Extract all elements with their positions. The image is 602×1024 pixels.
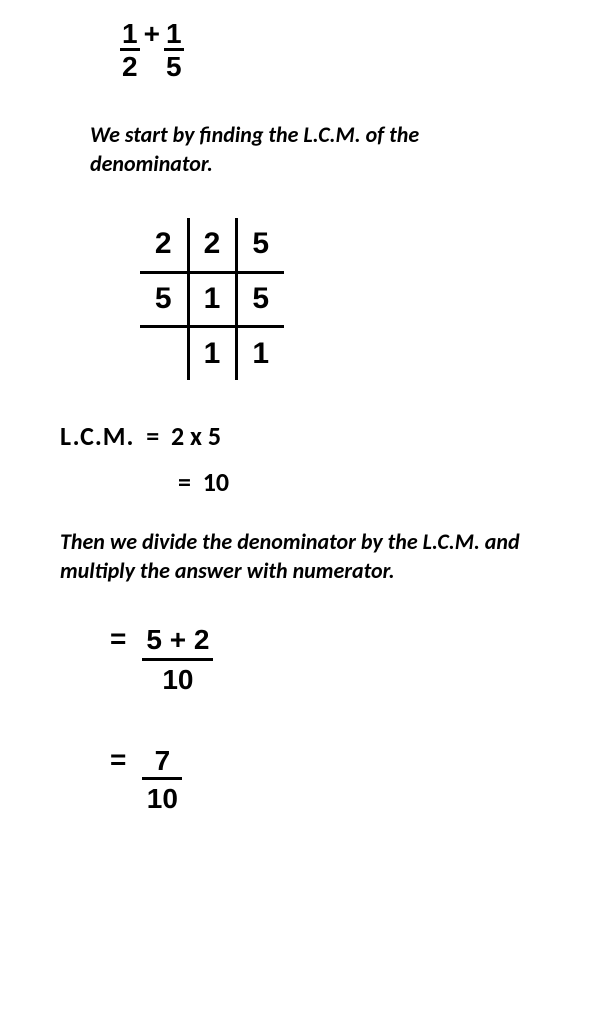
lcm-r1c3: 5 [236,218,284,272]
problem-expression: 1 2 + 1 5 [120,20,562,81]
step1-text: We start by finding the L.C.M. of the de… [90,121,542,178]
fraction-2: 1 5 [164,20,184,81]
result2-den: 10 [143,780,182,815]
lcm-r2c3: 5 [236,272,284,326]
lcm-r3c3: 1 [236,326,284,380]
result1-num: 5 + 2 [142,625,213,658]
result1-den: 10 [158,661,197,696]
lcm-r2c2: 1 [188,272,236,326]
lcm-result-row: = 10 [178,466,562,498]
lcm-label: L.C.M. [60,420,134,452]
result2-num: 7 [151,746,175,777]
lcm-r1c1: 2 [140,218,188,272]
frac1-numerator: 1 [120,20,140,48]
result-fraction-2: 7 10 [142,746,182,815]
lcm-r1c2: 2 [188,218,236,272]
lcm-expr: 2 x 5 [171,420,221,452]
step2-text: Then we divide the denominator by the L.… [60,528,542,585]
frac2-numerator: 1 [164,20,184,48]
lcm-result: 10 [203,466,229,498]
result-step-2: = 7 10 [110,746,562,815]
lcm-ladder: 2 2 5 5 1 5 1 1 [140,218,562,380]
plus-operator: + [140,20,164,48]
frac1-denominator: 2 [120,51,140,81]
result-step-1: = 5 + 2 10 [110,625,562,696]
frac2-denominator: 5 [164,51,184,81]
fraction-1: 1 2 [120,20,140,81]
lcm-r3c2: 1 [188,326,236,380]
lcm-r3c1 [140,326,188,380]
result-fraction-1: 5 + 2 10 [142,625,213,696]
equals-sign: = [110,625,126,653]
lcm-r2c1: 5 [140,272,188,326]
lcm-table: 2 2 5 5 1 5 1 1 [140,218,284,380]
lcm-equation: L.C.M. = 2 x 5 [60,420,562,452]
equals-sign: = [110,746,126,774]
